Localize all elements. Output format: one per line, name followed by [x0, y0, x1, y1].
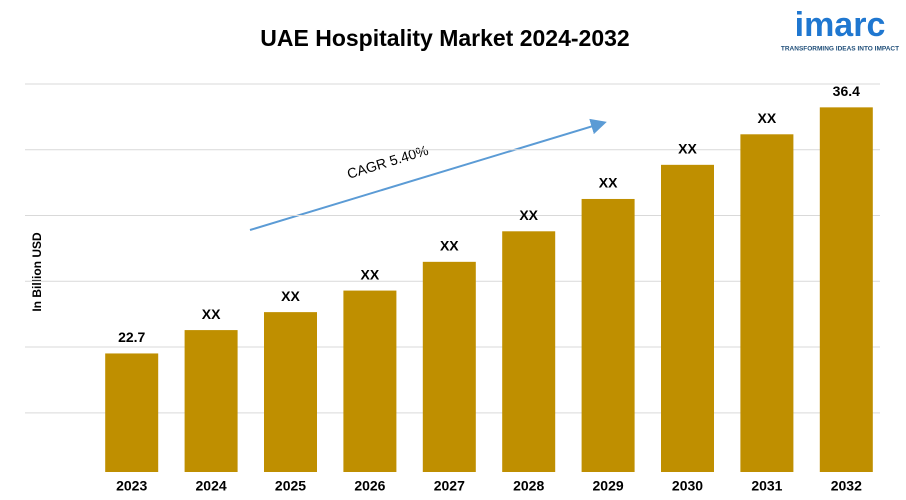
- x-tick-label: 2032: [831, 478, 862, 494]
- x-tick-label: 2024: [196, 478, 227, 494]
- chart-title: UAE Hospitality Market 2024-2032: [260, 25, 629, 51]
- value-label: XX: [361, 266, 380, 282]
- value-label: XX: [440, 238, 459, 254]
- bar: [422, 261, 476, 472]
- x-tick-label: 2031: [751, 478, 782, 494]
- bar: [184, 330, 238, 472]
- y-axis-label: In Billion USD: [30, 232, 44, 312]
- value-label: XX: [281, 288, 300, 304]
- bar: [502, 231, 556, 472]
- x-tick-label: 2028: [513, 478, 544, 494]
- value-label: XX: [519, 207, 538, 223]
- value-label: XX: [758, 110, 777, 126]
- value-label: 36.4: [833, 83, 860, 99]
- x-tick-label: 2023: [116, 478, 147, 494]
- value-label: 22.7: [118, 329, 145, 345]
- x-tick-label: 2025: [275, 478, 306, 494]
- logo-tagline: TRANSFORMING IDEAS INTO IMPACT: [781, 46, 899, 53]
- logo: imarc: [795, 6, 886, 44]
- bar: [343, 290, 397, 472]
- cagr-annotation: CAGR 5.40%: [345, 142, 430, 182]
- x-tick-label: 2027: [434, 478, 465, 494]
- value-label: XX: [202, 306, 221, 322]
- cagr-arrow: [249, 118, 607, 231]
- value-label: XX: [678, 141, 697, 157]
- bar: [661, 164, 714, 473]
- bar: [105, 353, 159, 472]
- x-tick-label: 2030: [672, 478, 703, 494]
- plot-area: 22.7 2023 XX 2024 XX 2025 XX 2026 XX 2027 XX 2028 XX…: [25, 83, 880, 494]
- x-tick-label: 2026: [354, 478, 385, 494]
- bar: [264, 312, 317, 472]
- value-label: XX: [599, 175, 618, 191]
- bar: [819, 107, 873, 472]
- bar: [740, 134, 794, 472]
- bar: [581, 198, 635, 473]
- x-tick-label: 2029: [593, 478, 624, 494]
